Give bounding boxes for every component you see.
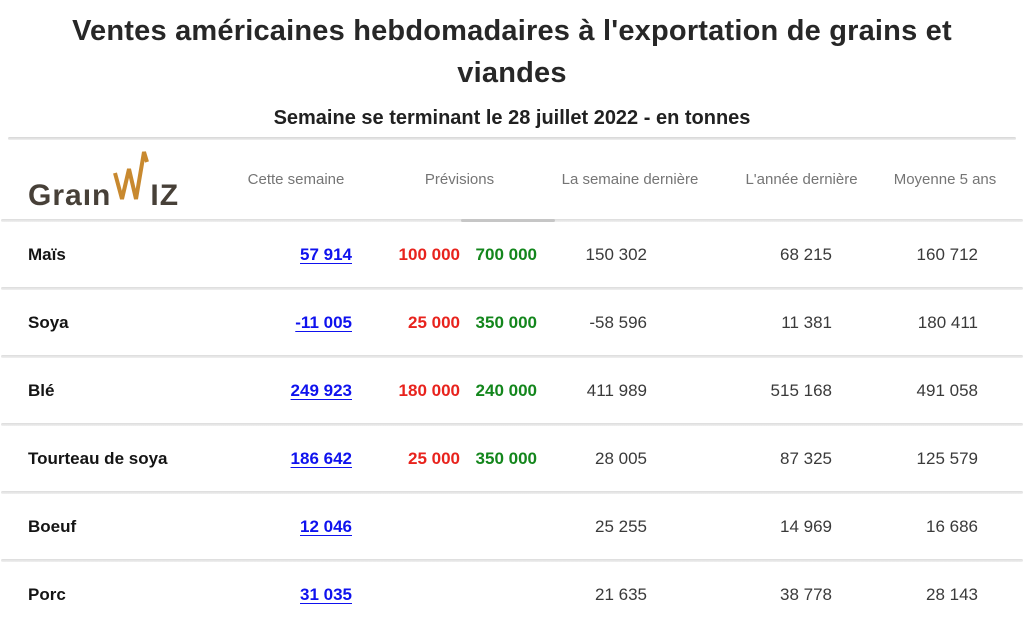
header-divider-accent [461, 219, 555, 222]
last-week-value: 21 635 [595, 584, 647, 604]
table-row: Maïs 57 914 100 000 700 000 150 302 68 2… [0, 222, 1024, 287]
this-week-link[interactable]: 249 923 [290, 380, 352, 400]
page-title: Ventes américaines hebdomadaires à l'exp… [72, 15, 952, 89]
title-block: Ventes américaines hebdomadaires à l'exp… [0, 0, 1024, 137]
row-divider [1, 287, 1023, 290]
last-year-value: 38 778 [780, 584, 832, 604]
card-top-shadow [8, 137, 1016, 140]
table-row: Blé 249 923 180 000 240 000 411 989 515 … [0, 358, 1024, 423]
last-week-value: -58 596 [589, 312, 647, 332]
column-header-forecast: Prévisions [424, 171, 495, 188]
forecast-low-value: 180 000 [398, 380, 460, 400]
export-sales-table: Graın IZ Cette semaine Prévisions La sem… [0, 140, 1024, 619]
logo-zigzag-chart-icon [113, 150, 150, 200]
last-year-value: 87 325 [780, 448, 832, 468]
row-divider [1, 559, 1023, 562]
avg-5y-value: 160 712 [916, 244, 978, 264]
column-header-5y-average: Moyenne 5 ans [893, 171, 997, 188]
last-year-value: 68 215 [780, 244, 832, 264]
avg-5y-value: 16 686 [926, 516, 978, 536]
logo-text-iz: IZ [150, 178, 180, 212]
last-year-value: 14 969 [780, 516, 832, 536]
header-divider [1, 219, 1023, 222]
last-week-value: 150 302 [585, 244, 647, 264]
column-header-this-week: Cette semaine [247, 171, 345, 188]
column-header-last-year: L'année dernière [745, 171, 858, 188]
commodity-label: Soya [28, 312, 69, 332]
logo-text-grain: Graın [28, 178, 112, 212]
row-divider [1, 491, 1023, 494]
this-week-link[interactable]: 31 035 [300, 584, 352, 604]
grainwiz-logo: Graın IZ [28, 149, 232, 211]
column-header-last-week: La semaine dernière [561, 171, 699, 188]
row-divider [1, 423, 1023, 426]
table-body: Maïs 57 914 100 000 700 000 150 302 68 2… [0, 222, 1024, 619]
page-subtitle: Semaine se terminant le 28 juillet 2022 … [273, 107, 751, 129]
commodity-label: Porc [28, 584, 66, 604]
last-week-value: 25 255 [595, 516, 647, 536]
this-week-link[interactable]: 12 046 [300, 516, 352, 536]
forecast-high-value: 240 000 [475, 380, 537, 400]
table-header-row: Graın IZ Cette semaine Prévisions La sem… [0, 140, 1024, 219]
forecast-high-value: 350 000 [475, 448, 537, 468]
avg-5y-value: 180 411 [917, 312, 978, 332]
this-week-link[interactable]: 57 914 [300, 244, 352, 264]
forecast-high-value: 350 000 [475, 312, 537, 332]
last-year-value: 11 381 [781, 312, 832, 332]
last-week-value: 411 989 [586, 380, 647, 400]
this-week-link[interactable]: 186 642 [290, 448, 352, 468]
table-row: Porc 31 035 21 635 38 778 28 143 [0, 562, 1024, 619]
last-week-value: 28 005 [595, 448, 647, 468]
commodity-label: Maïs [28, 244, 66, 264]
logo-cell: Graın IZ [0, 149, 232, 211]
this-week-link[interactable]: -11 005 [295, 312, 352, 332]
last-year-value: 515 168 [770, 380, 832, 400]
avg-5y-value: 28 143 [926, 584, 978, 604]
forecast-high-value: 700 000 [475, 244, 537, 264]
avg-5y-value: 125 579 [916, 448, 978, 468]
row-divider [1, 355, 1023, 358]
forecast-low-value: 25 000 [408, 448, 460, 468]
commodity-label: Boeuf [28, 516, 77, 536]
forecast-low-value: 100 000 [398, 244, 460, 264]
commodity-label: Blé [28, 380, 55, 400]
avg-5y-value: 491 058 [916, 380, 978, 400]
forecast-low-value: 25 000 [408, 312, 460, 332]
commodity-label: Tourteau de soya [28, 448, 168, 468]
table-row: Boeuf 12 046 25 255 14 969 16 686 [0, 494, 1024, 559]
table-row: Tourteau de soya 186 642 25 000 350 000 … [0, 426, 1024, 491]
table-row: Soya -11 005 25 000 350 000 -58 596 11 3… [0, 290, 1024, 355]
